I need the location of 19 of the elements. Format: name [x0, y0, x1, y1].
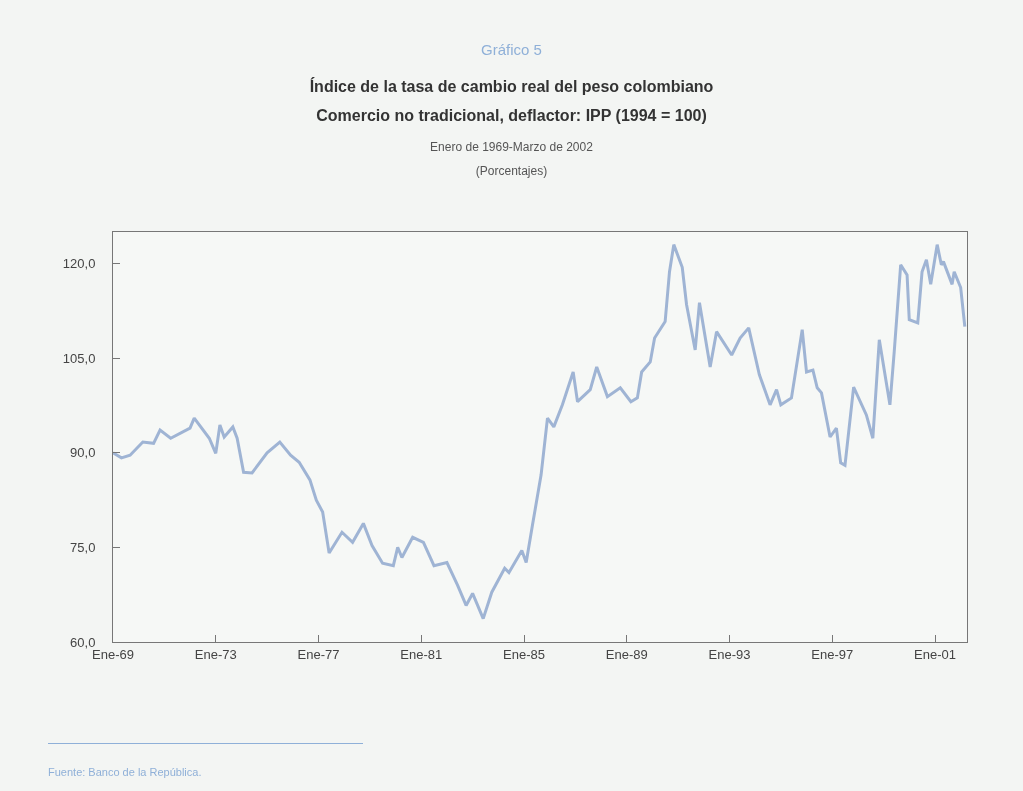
- chart-title: Índice de la tasa de cambio real del peso colombiano: [308, 78, 715, 96]
- x-tick-label: Ene-73: [194, 646, 237, 662]
- x-tick-label: Ene-89: [605, 646, 648, 662]
- x-tick-label: Ene-85: [503, 646, 545, 662]
- text: Gráfico 5: [480, 41, 543, 58]
- chart-subtitle: Comercio no tradicional, deflactor: IPP (1994 = 100): [315, 107, 708, 125]
- x-tick-label: Ene-93: [708, 646, 751, 662]
- y-tick-label: 105,0: [62, 350, 96, 366]
- x-tick-label: Ene-77: [297, 646, 340, 662]
- x-tick-label: Ene-97: [811, 646, 854, 662]
- source-note: Fuente: Banco de la República.: [48, 766, 202, 778]
- y-tick-label: 90,0: [70, 445, 96, 461]
- x-tick-label: Ene-01: [914, 646, 956, 662]
- text: (Porcentajes): [474, 164, 549, 178]
- x-tick-label: Ene-81: [400, 646, 443, 662]
- y-tick-label: 75,0: [70, 539, 96, 555]
- y-tick-label: 120,0: [62, 256, 96, 272]
- line-series: [113, 243, 967, 621]
- text: Enero de 1969-Marzo de 2002: [429, 140, 594, 154]
